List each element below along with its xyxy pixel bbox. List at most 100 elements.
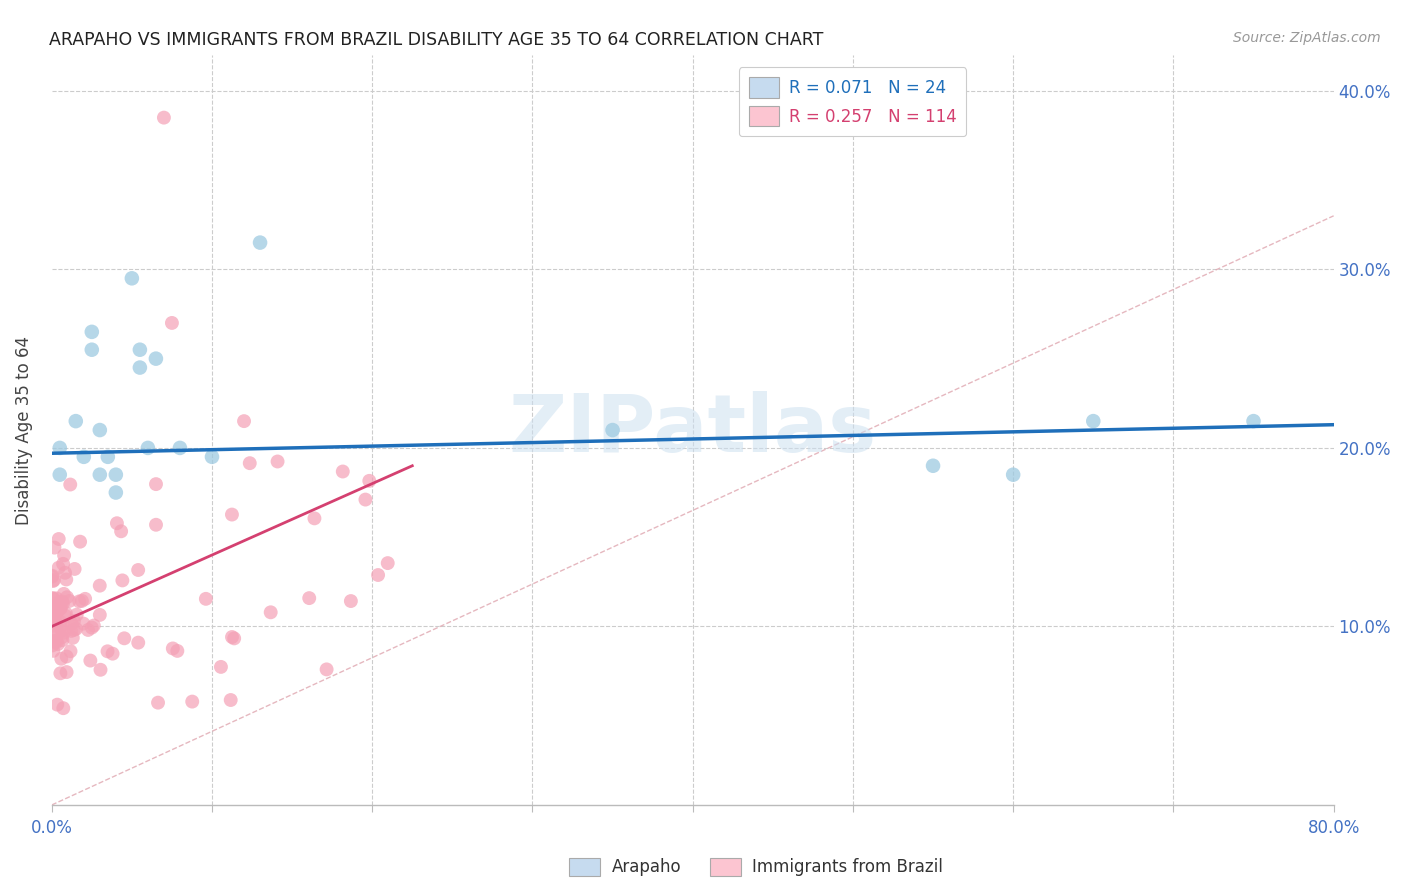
Point bbox=[45, 634, 67, 648]
Point bbox=[97, 450, 120, 464]
Point bbox=[44, 629, 66, 643]
Point bbox=[45, 605, 67, 619]
Point bbox=[104, 485, 127, 500]
Text: Arapaho: Arapaho bbox=[612, 858, 682, 876]
Point bbox=[42, 591, 65, 606]
Point bbox=[51, 630, 73, 644]
Point bbox=[111, 574, 134, 588]
Point bbox=[44, 541, 66, 555]
Point bbox=[55, 607, 77, 621]
Point bbox=[55, 665, 77, 679]
Point bbox=[48, 599, 70, 613]
Point bbox=[249, 235, 271, 250]
Point bbox=[602, 423, 624, 437]
Point bbox=[221, 508, 243, 522]
Point bbox=[80, 343, 103, 357]
Point bbox=[89, 467, 111, 482]
Point bbox=[105, 516, 128, 531]
Point bbox=[55, 609, 77, 624]
Text: Source: ZipAtlas.com: Source: ZipAtlas.com bbox=[1233, 31, 1381, 45]
Point bbox=[42, 619, 65, 633]
Point bbox=[46, 637, 69, 651]
Point bbox=[49, 601, 72, 615]
Point bbox=[136, 441, 159, 455]
Point bbox=[367, 568, 389, 582]
Point bbox=[41, 568, 63, 582]
Point bbox=[146, 696, 169, 710]
Legend: R = 0.071   N = 24, R = 0.257   N = 114: R = 0.071 N = 24, R = 0.257 N = 114 bbox=[738, 67, 966, 136]
Point bbox=[77, 623, 100, 637]
Point bbox=[128, 343, 150, 357]
Point bbox=[53, 566, 76, 580]
Point bbox=[67, 594, 90, 608]
Point bbox=[59, 477, 82, 491]
Point bbox=[73, 450, 96, 464]
Point bbox=[1083, 414, 1105, 428]
Point bbox=[46, 698, 69, 712]
Point bbox=[69, 534, 91, 549]
Point bbox=[45, 635, 67, 649]
Point bbox=[52, 557, 75, 571]
Point bbox=[66, 607, 89, 622]
Point bbox=[42, 644, 65, 658]
Point bbox=[63, 562, 86, 576]
Point bbox=[63, 623, 86, 637]
Y-axis label: Disability Age 35 to 64: Disability Age 35 to 64 bbox=[15, 335, 32, 524]
Point bbox=[51, 633, 73, 648]
Point bbox=[60, 616, 83, 631]
Point bbox=[41, 591, 63, 605]
Point bbox=[49, 615, 72, 629]
Point bbox=[233, 414, 256, 428]
Point bbox=[51, 652, 73, 666]
Point bbox=[160, 316, 183, 330]
Point bbox=[72, 616, 94, 631]
Point bbox=[104, 467, 127, 482]
Point bbox=[201, 450, 224, 464]
Point bbox=[221, 630, 243, 644]
Point bbox=[145, 517, 167, 532]
Point bbox=[304, 511, 326, 525]
Point bbox=[42, 633, 65, 648]
Point bbox=[315, 662, 337, 676]
Point bbox=[58, 594, 80, 608]
Point bbox=[46, 604, 69, 618]
Point bbox=[52, 701, 75, 715]
Point bbox=[48, 532, 70, 546]
Point bbox=[52, 587, 75, 601]
Point bbox=[70, 594, 93, 608]
Point bbox=[162, 641, 184, 656]
Point bbox=[46, 625, 69, 640]
Point bbox=[45, 591, 67, 606]
Point bbox=[127, 635, 149, 649]
Point bbox=[48, 595, 70, 609]
Point bbox=[55, 573, 77, 587]
Point bbox=[42, 574, 65, 588]
Point bbox=[224, 632, 246, 646]
Point bbox=[45, 616, 67, 631]
Point bbox=[52, 625, 75, 640]
Point bbox=[63, 614, 86, 628]
Point bbox=[49, 666, 72, 681]
Point bbox=[239, 456, 262, 470]
Point bbox=[128, 360, 150, 375]
Point bbox=[219, 693, 242, 707]
Point bbox=[49, 441, 72, 455]
Point bbox=[62, 631, 84, 645]
Text: ZIPatlas: ZIPatlas bbox=[509, 391, 877, 469]
Point bbox=[41, 599, 63, 614]
Point bbox=[56, 591, 79, 605]
Point bbox=[332, 465, 354, 479]
Point bbox=[51, 594, 73, 608]
Point bbox=[44, 599, 66, 614]
Point bbox=[89, 423, 111, 437]
Point bbox=[89, 663, 111, 677]
Point bbox=[41, 639, 63, 653]
Point bbox=[145, 351, 167, 366]
Point bbox=[42, 612, 65, 626]
Point bbox=[359, 474, 381, 488]
Point bbox=[110, 524, 132, 539]
Point bbox=[55, 649, 77, 664]
Point bbox=[89, 607, 111, 622]
Point bbox=[42, 573, 65, 587]
Point bbox=[52, 596, 75, 610]
